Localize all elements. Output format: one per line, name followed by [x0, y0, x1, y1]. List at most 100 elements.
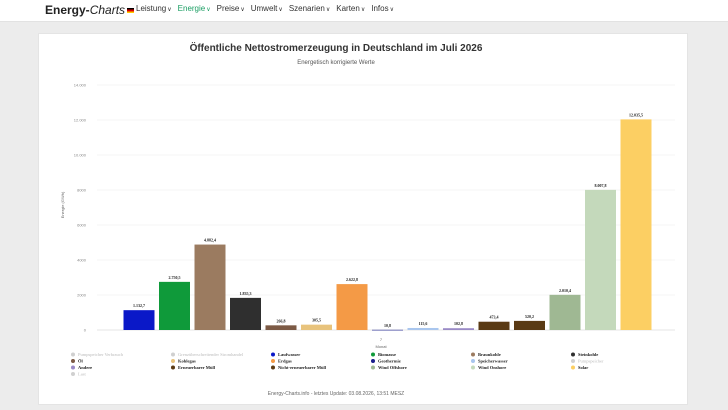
bar-value-label: 1.835,3	[240, 291, 252, 296]
bar-value-label: 115,6	[419, 321, 428, 326]
legend-label: Pumpspeicher	[578, 359, 604, 364]
chevron-down-icon: ∨	[325, 7, 331, 13]
legend-swatch	[471, 365, 475, 370]
bar[interactable]	[123, 310, 155, 330]
legend-label: Speicherwasser	[478, 359, 508, 364]
legend-swatch	[271, 352, 275, 357]
legend-label: Erneuerbarer Müll	[178, 365, 216, 370]
legend-item[interactable]: Öl	[71, 359, 84, 364]
nav-item-karten[interactable]: Karten∨	[336, 4, 365, 13]
legend-item[interactable]: Erdgas	[271, 359, 292, 364]
legend-swatch	[171, 359, 175, 363]
nav-item-label: Energie	[177, 4, 206, 13]
bar[interactable]	[585, 189, 616, 330]
bar-value-label: 10,8	[384, 323, 391, 328]
bar[interactable]	[301, 324, 332, 330]
bar[interactable]	[443, 328, 474, 330]
bars	[123, 119, 652, 331]
bar[interactable]	[478, 321, 510, 330]
x-axis-category: 7	[380, 337, 383, 342]
legend-item[interactable]: Pumpspeicher	[571, 359, 604, 364]
legend-item[interactable]: Kohlegas	[171, 359, 196, 364]
top-navigation-bar: Energy-Charts Leistung∨ Energie∨ Preise∨ Um…	[0, 0, 728, 22]
legend-item[interactable]: Laufwasser	[271, 352, 300, 357]
y-tick-label: 0	[84, 327, 87, 332]
bar[interactable]	[514, 320, 545, 330]
nav-item-label: Leistung	[136, 4, 167, 13]
legend-swatch	[71, 359, 75, 363]
chevron-down-icon: ∨	[206, 7, 211, 13]
legend-item[interactable]: Nicht-erneuerbarer Müll	[271, 365, 327, 370]
bar[interactable]	[265, 325, 297, 330]
y-tick-label: 6000	[77, 222, 87, 227]
y-axis-ticks: 0 2000 4000 6000 8000 10.000 12.000 14.000	[74, 82, 87, 332]
nav-item-umwelt[interactable]: Umwelt∨	[251, 4, 283, 13]
legend-label: Braunkohle	[478, 352, 501, 357]
chevron-down-icon: ∨	[360, 7, 366, 13]
legend-label: Biomasse	[378, 352, 396, 357]
legend-swatch	[271, 365, 275, 370]
nav-item-preise[interactable]: Preise∨	[217, 4, 245, 13]
logo-italic-text: Charts	[89, 3, 126, 17]
bar-value-label: 102,8	[454, 321, 463, 326]
bar[interactable]	[230, 297, 261, 330]
legend-item[interactable]: Wind Onshore	[471, 365, 506, 370]
bar[interactable]	[372, 329, 403, 331]
legend-label: Steinkohle	[578, 352, 598, 357]
bar[interactable]	[194, 244, 226, 330]
bar-value-label: 4.882,4	[204, 238, 216, 243]
y-tick-label: 12.000	[74, 117, 87, 122]
legend-swatch	[571, 359, 575, 363]
energy-charts-logo[interactable]: Energy-Charts	[45, 3, 135, 17]
legend-label: Wind Offshore	[378, 365, 407, 370]
legend-item[interactable]: Geothermie	[371, 359, 401, 364]
chevron-down-icon: ∨	[389, 7, 394, 13]
german-flag-icon	[127, 8, 135, 14]
legend-item[interactable]: Steinkohle	[571, 352, 598, 357]
legend-swatch	[571, 365, 575, 370]
legend-item[interactable]: Solar	[571, 365, 588, 370]
legend-swatch	[471, 352, 475, 357]
legend-label: Geothermie	[378, 359, 401, 364]
legend-label: Kohlegas	[178, 359, 196, 364]
bar-value-label: 12.035,5	[629, 112, 643, 117]
bar-value-label: 305,5	[312, 318, 321, 323]
chevron-down-icon: ∨	[167, 7, 172, 13]
nav-item-szenarien[interactable]: Szenarien∨	[289, 4, 330, 13]
nav-item-label: Preise	[216, 4, 240, 13]
legend-label: Grenzüberschreitender Stromhandel	[178, 352, 244, 357]
legend-label: Pumpspeicher Verbrauch	[78, 352, 124, 357]
y-tick-label: 8000	[77, 187, 87, 192]
bar[interactable]	[620, 119, 652, 330]
nav-item-leistung[interactable]: Leistung∨	[136, 4, 172, 13]
legend-item[interactable]: Erneuerbarer Müll	[171, 365, 216, 370]
logo-bold-text: Energy-	[45, 3, 90, 17]
bar[interactable]	[549, 294, 581, 330]
legend-item[interactable]: Grenzüberschreitender Stromhandel	[171, 352, 244, 357]
y-axis-label: Energie (GWh)	[60, 191, 65, 218]
bar[interactable]	[336, 284, 368, 330]
legend-item[interactable]: Braunkohle	[471, 352, 501, 357]
legend-item[interactable]: Andere	[71, 365, 92, 370]
legend-item[interactable]: Wind Offshore	[371, 365, 407, 370]
x-axis-label: Monat	[375, 344, 387, 349]
legend-swatch	[471, 359, 475, 363]
bar[interactable]	[159, 281, 190, 330]
nav-item-energie[interactable]: Energie∨	[178, 4, 211, 13]
legend-item[interactable]: Pumpspeicher Verbrauch	[71, 352, 124, 357]
chevron-down-icon: ∨	[278, 7, 283, 13]
legend-label: Laufwasser	[278, 352, 300, 357]
bar[interactable]	[407, 327, 439, 330]
legend-label: Solar	[578, 365, 588, 370]
legend-swatch	[371, 359, 375, 363]
legend-swatch	[71, 365, 75, 370]
legend-label: Andere	[78, 365, 92, 370]
nav-item-infos[interactable]: Infos∨	[371, 4, 394, 13]
legend-item[interactable]: Last	[71, 372, 86, 377]
legend-label: Erdgas	[278, 359, 292, 364]
legend-item[interactable]: Biomasse	[371, 352, 396, 357]
legend-item[interactable]: Speicherwasser	[471, 359, 508, 364]
footer-update-text: Energy-Charts.info - letztes Update: 03.…	[268, 391, 404, 397]
bar-value-label: 1.132,7	[133, 303, 145, 308]
y-tick-label: 10.000	[74, 152, 87, 157]
